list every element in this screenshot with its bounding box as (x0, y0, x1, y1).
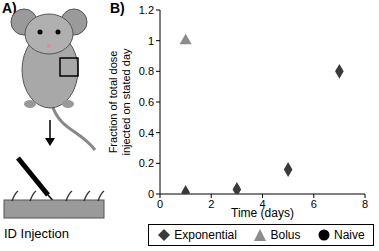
svg-text:0.8: 0.8 (139, 65, 154, 77)
svg-text:1.2: 1.2 (139, 4, 154, 16)
svg-text:0.4: 0.4 (139, 127, 154, 139)
svg-text:1: 1 (148, 35, 154, 47)
svg-text:injected on stated day: injected on stated day (120, 48, 132, 156)
svg-text:2: 2 (208, 198, 214, 210)
svg-text:6: 6 (311, 198, 317, 210)
svg-text:Fraction of total dose: Fraction of total dose (107, 51, 119, 154)
svg-text:0: 0 (157, 198, 163, 210)
svg-text:0: 0 (148, 188, 154, 200)
svg-text:0.6: 0.6 (139, 96, 154, 108)
svg-text:0.2: 0.2 (139, 157, 154, 169)
svg-text:8: 8 (362, 198, 368, 210)
